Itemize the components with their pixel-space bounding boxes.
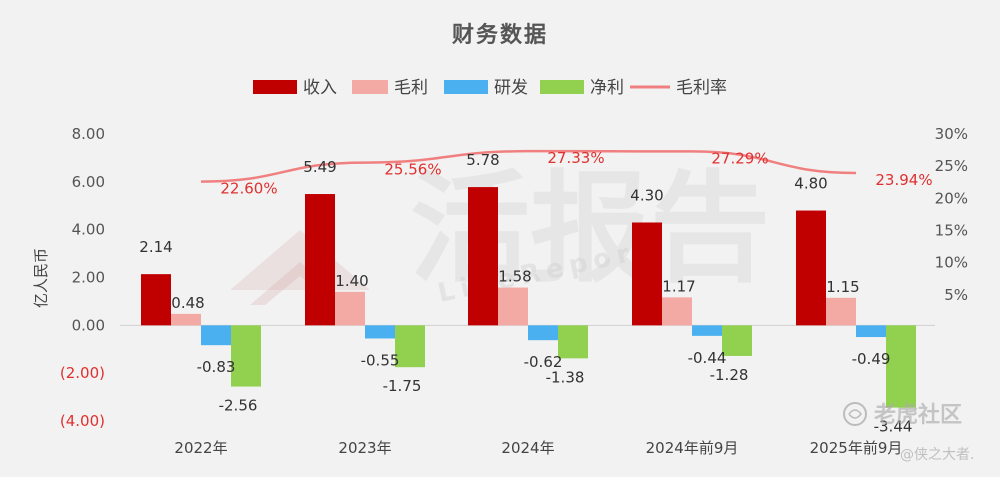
data-label: -1.38: [546, 368, 585, 386]
margin-data-label: 27.29%: [711, 149, 768, 167]
bar-毛利: [662, 297, 692, 326]
legend-item: 毛利率: [630, 78, 727, 98]
data-label: 5.78: [466, 151, 499, 169]
right-tick-label: 25%: [935, 157, 968, 175]
data-label: 4.30: [630, 186, 663, 204]
margin-data-label: 22.60%: [220, 180, 277, 198]
bar-毛利: [171, 313, 201, 326]
bar-收入: [796, 210, 826, 326]
legend-item: 研发: [444, 78, 528, 98]
x-axis-categories: 2022年 2023年 2024年 2024年前9月 2025年前9月: [174, 439, 902, 457]
legend-swatch: [253, 80, 297, 94]
x-category-label: 2025年前9月: [810, 439, 903, 457]
margin-line: [200, 149, 857, 183]
left-tick-label: 6.00: [72, 173, 105, 191]
data-labels: 2.14 0.48 -0.83 -2.56 5.49 1.40 -0.55 -1.75 5.78…: [139, 149, 932, 435]
data-label: -0.55: [361, 351, 400, 369]
data-label: -1.28: [710, 366, 749, 384]
legend-swatch: [352, 80, 388, 94]
margin-line-path: [200, 149, 857, 183]
bar-研发: [365, 325, 395, 339]
bar-收入: [468, 187, 498, 326]
bar-毛利: [826, 297, 856, 326]
data-label: 4.80: [794, 175, 827, 193]
x-category-label: 2022年: [174, 439, 227, 457]
x-category-label: 2023年: [338, 439, 391, 457]
bar-研发: [692, 325, 722, 336]
y-axis-label: 亿人民币: [32, 248, 50, 308]
legend-swatch: [540, 80, 584, 94]
left-tick-label: 2.00: [72, 269, 105, 287]
x-category-label: 2024年: [501, 439, 554, 457]
legend-label: 研发: [494, 78, 528, 98]
bar-研发: [856, 325, 886, 338]
bar-毛利: [498, 287, 528, 326]
left-axis-ticks: 8.00 6.00 4.00 2.00 0.00 (2.00) (4.00): [60, 125, 105, 430]
bar-净利: [886, 325, 916, 408]
legend-label: 净利: [590, 78, 624, 98]
data-label: 2.14: [139, 238, 172, 256]
bar-收入: [305, 194, 335, 326]
margin-data-label: 23.94%: [875, 171, 932, 189]
legend-label: 毛利率: [676, 78, 727, 98]
right-tick-label: 15%: [935, 222, 968, 240]
chart-title: 财务数据: [452, 22, 548, 48]
left-tick-label: 8.00: [72, 125, 105, 143]
legend-item: 收入: [253, 78, 337, 98]
bar-研发: [528, 325, 558, 341]
data-label: -3.44: [874, 418, 913, 436]
right-tick-label: 10%: [935, 254, 968, 272]
legend-label: 毛利: [394, 78, 428, 98]
bar-收入: [141, 274, 171, 326]
bar-收入: [632, 222, 662, 326]
left-tick-label: (4.00): [60, 412, 105, 430]
legend-label: 收入: [303, 78, 337, 98]
left-tick-label: 0.00: [72, 316, 105, 334]
right-tick-label: 20%: [935, 189, 968, 207]
data-label: 1.40: [335, 272, 368, 290]
data-label: 5.49: [303, 158, 336, 176]
data-label: 0.48: [171, 294, 204, 312]
margin-data-label: 27.33%: [547, 149, 604, 167]
bar-研发: [201, 325, 231, 346]
legend: 收入 毛利 研发 净利 毛利率: [253, 78, 727, 98]
tiger-logo-icon: [843, 402, 867, 426]
data-label: -0.44: [688, 349, 727, 367]
legend-swatch: [444, 80, 488, 94]
bar-毛利: [335, 291, 365, 326]
bar-净利: [558, 325, 588, 359]
left-tick-label: 4.00: [72, 221, 105, 239]
corner-user: @侠之大者.: [900, 447, 974, 463]
data-label: 1.15: [826, 278, 859, 296]
bar-净利: [231, 325, 261, 387]
data-label: -0.62: [524, 353, 563, 371]
corner-watermark: 老虎社区 @侠之大者.: [843, 402, 974, 463]
data-label: -2.56: [219, 397, 258, 415]
corner-brand: 老虎社区: [873, 402, 962, 428]
right-axis-ticks: 30% 25% 20% 15% 10% 5%: [935, 125, 968, 304]
data-label: -0.83: [197, 358, 236, 376]
data-label: -1.75: [383, 377, 422, 395]
data-label: -0.49: [852, 350, 891, 368]
left-tick-label: (2.00): [60, 364, 105, 382]
data-label: 1.17: [662, 277, 695, 295]
bar-净利: [395, 325, 425, 368]
bars: [141, 187, 916, 408]
margin-data-label: 25.56%: [384, 161, 441, 179]
x-category-label: 2024年前9月: [646, 439, 739, 457]
right-tick-label: 30%: [935, 125, 968, 143]
legend-item: 毛利: [352, 78, 428, 98]
right-tick-label: 5%: [944, 286, 968, 304]
data-label: 1.58: [498, 268, 531, 286]
bar-净利: [722, 325, 752, 356]
legend-item: 净利: [540, 78, 624, 98]
